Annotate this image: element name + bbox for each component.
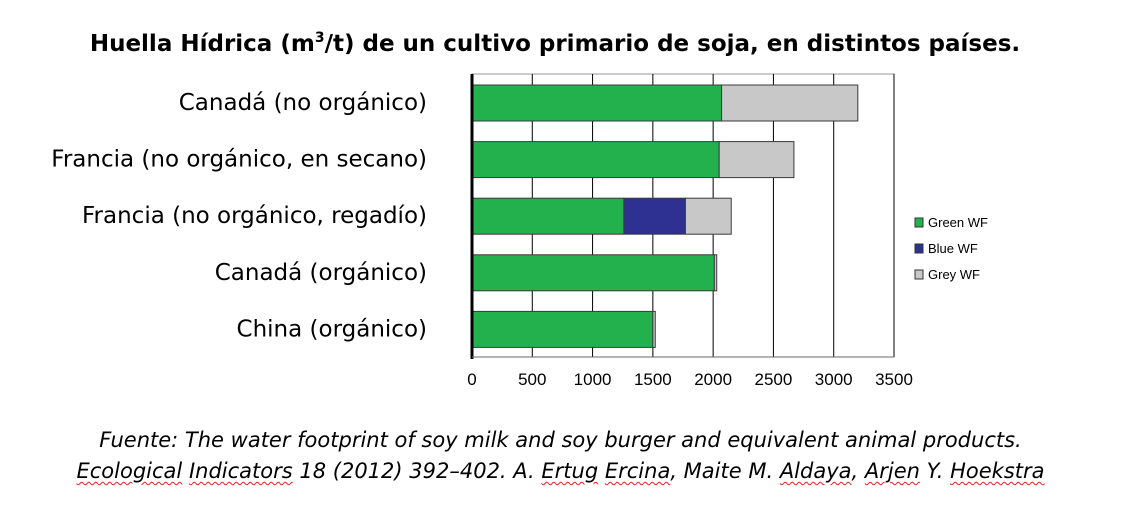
source-text: 18 (2012) 392–402. A.	[292, 459, 542, 483]
spellcheck-word: Indicators	[188, 459, 293, 483]
bar-segment	[721, 84, 859, 122]
category-label: Francia (no orgánico, en secano)	[51, 147, 427, 173]
bar-segment	[471, 84, 723, 122]
bar-segment	[713, 254, 718, 292]
source-line-2: Ecological Indicators 18 (2012) 392–402.…	[0, 459, 1121, 483]
x-tick-label: 1500	[634, 370, 672, 389]
category-label: Canadá (orgánico)	[215, 260, 427, 286]
source-line-1: Fuente: The water footprint of soy milk …	[99, 428, 1022, 452]
category-label: Francia (no orgánico, regadío)	[82, 203, 427, 229]
source-text	[598, 459, 605, 483]
legend-label: Blue WF	[928, 241, 978, 256]
bar-segment	[471, 197, 625, 235]
bar-segment	[623, 197, 686, 235]
spellcheck-word: Hoekstra	[950, 459, 1045, 483]
x-tick-label: 0	[467, 370, 476, 389]
legend-swatch	[914, 243, 924, 254]
spellcheck-word: Ertug	[541, 459, 599, 483]
plot-area: 0 500 1000 1500 2000 2500 3000 3500 Canadá (no o…	[51, 73, 913, 389]
x-tick-label: 2500	[755, 370, 793, 389]
chart-legend: Green WF Blue WF Grey WF	[914, 215, 988, 282]
legend-swatch	[914, 217, 924, 228]
bar-segment	[471, 254, 715, 292]
source-text	[182, 459, 189, 483]
spellcheck-word: Arjen	[864, 459, 920, 483]
category-label: Canadá (no orgánico)	[179, 90, 427, 116]
source-text: , Maite M.	[670, 459, 780, 483]
spellcheck-word: Aldaya	[779, 459, 852, 483]
spellcheck-word: Ercina	[604, 459, 671, 483]
legend-swatch	[914, 269, 924, 280]
source-text: ,	[851, 459, 865, 483]
bar-segment	[684, 197, 732, 235]
bar-segment	[471, 141, 720, 179]
soy-water-footprint-chart: Huella Hídrica (m3/t) de un cultivo prim…	[51, 30, 1020, 389]
bar-segment	[652, 310, 656, 348]
bar-segment	[718, 141, 795, 179]
x-tick-label: 500	[518, 370, 546, 389]
source-text: Y.	[919, 459, 951, 483]
x-tick-label: 3500	[875, 370, 913, 389]
category-label: China (orgánico)	[237, 316, 427, 342]
legend-label: Green WF	[928, 215, 988, 230]
bar-segment	[471, 310, 654, 348]
x-tick-label: 3000	[815, 370, 853, 389]
spellcheck-word: Ecological	[76, 459, 183, 483]
x-tick-label: 1000	[574, 370, 612, 389]
chart-title: Huella Hídrica (m3/t) de un cultivo prim…	[90, 30, 1020, 57]
x-tick-label: 2000	[694, 370, 732, 389]
legend-label: Grey WF	[928, 267, 980, 282]
